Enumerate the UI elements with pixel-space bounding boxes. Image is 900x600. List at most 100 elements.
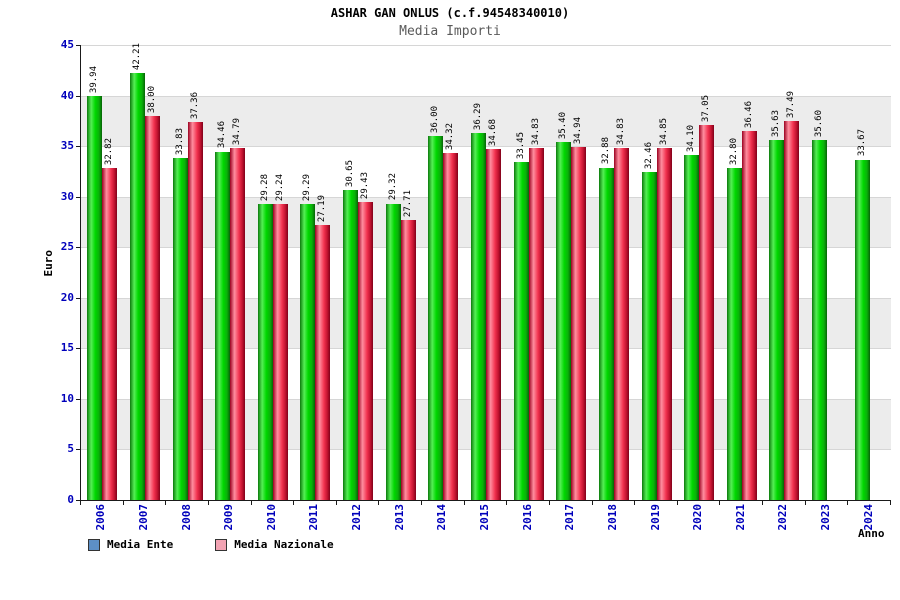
legend: Media Ente Media Nazionale [88, 538, 376, 551]
x-tick-label: 2020 [691, 504, 705, 531]
bar-value-label: 34.32 [445, 122, 456, 150]
y-tick-mark [76, 95, 80, 97]
y-tick-label: 40 [60, 88, 74, 102]
bar-value-label: 35.60 [814, 109, 825, 138]
bar-value-label: 32.46 [643, 141, 654, 169]
bar-value-label: 29.43 [360, 172, 371, 200]
x-tick-mark [591, 501, 593, 505]
y-tick-label: 25 [60, 240, 74, 254]
bar-value-label: 29.29 [302, 173, 313, 201]
bar-media-ente [385, 203, 401, 500]
x-tick-mark [634, 501, 636, 505]
plot-band [81, 45, 891, 96]
bar-value-label: 38.00 [146, 85, 157, 113]
bar-media-nazionale [699, 125, 715, 500]
bar-media-ente [343, 190, 359, 500]
y-tick-mark [76, 247, 80, 249]
x-tick-mark [804, 501, 806, 505]
bar-media-nazionale [443, 153, 459, 500]
x-tick-label: 2016 [520, 504, 534, 531]
x-tick-label: 2010 [264, 504, 278, 531]
bar-value-label: 34.83 [615, 117, 626, 145]
bar-media-nazionale [656, 147, 672, 500]
x-tick-label: 2017 [563, 504, 577, 531]
bar-media-ente [428, 136, 444, 500]
bar-media-nazionale [144, 115, 160, 500]
y-tick-mark [76, 500, 80, 501]
y-axis-title: Euro [42, 250, 55, 277]
bar-value-label: 34.94 [573, 116, 584, 144]
bar-media-ente [598, 167, 614, 500]
y-tick-mark [76, 449, 80, 451]
x-tick-label: 2018 [605, 504, 619, 531]
bar-value-label: 34.85 [658, 117, 669, 145]
bar-media-ente [854, 159, 870, 500]
bar-value-label: 29.28 [259, 173, 270, 201]
bar-media-ente [471, 133, 486, 500]
bar-media-nazionale [486, 149, 501, 500]
bar-value-label: 27.71 [402, 189, 413, 217]
x-tick-label: 2011 [307, 504, 321, 531]
bar-value-label: 34.68 [488, 119, 498, 147]
bar-media-ente [257, 203, 273, 500]
x-tick-label: 2023 [819, 504, 833, 531]
gridline [81, 45, 891, 46]
bar-value-label: 33.83 [174, 127, 185, 155]
x-tick-label: 2012 [350, 504, 364, 531]
bar-value-label: 39.94 [89, 66, 100, 94]
bar-media-ente [684, 155, 700, 500]
x-tick-label: 2024 [861, 504, 875, 531]
y-tick-label: 0 [67, 493, 74, 506]
x-tick-mark [890, 501, 891, 505]
y-tick-mark [76, 297, 80, 299]
bar-value-label: 29.32 [387, 173, 398, 201]
bar-media-ente [726, 168, 742, 500]
bar-value-label: 36.00 [430, 105, 441, 133]
bar-media-ente [300, 203, 316, 500]
bar-media-ente [556, 142, 572, 500]
bar-media-ente [129, 73, 145, 500]
x-tick-label: 2015 [478, 504, 491, 531]
bar-media-nazionale [528, 147, 544, 500]
x-tick-mark [378, 501, 380, 505]
x-tick-mark [762, 501, 764, 505]
x-tick-mark [463, 501, 465, 505]
x-tick-label: 2009 [222, 504, 236, 531]
bar-media-nazionale [272, 204, 288, 500]
y-tick-label: 30 [60, 189, 74, 203]
bar-media-nazionale [230, 148, 246, 500]
gridline [81, 95, 891, 97]
y-tick-label: 15 [60, 341, 74, 355]
bar-value-label: 34.83 [530, 117, 541, 145]
legend-swatch-media-nazionale [215, 538, 228, 551]
x-tick-mark [80, 501, 81, 505]
bar-value-label: 36.29 [473, 102, 483, 131]
legend-label-media-nazionale: Media Nazionale [234, 538, 334, 551]
bar-media-nazionale [315, 225, 331, 500]
bar-value-label: 35.40 [558, 111, 569, 140]
y-tick-label: 10 [60, 391, 74, 405]
x-tick-mark [293, 501, 295, 505]
plot-area: 39.94 32.82 42.21 38.00 33.83 37.36 34.46 34.79… [80, 43, 891, 501]
bar-media-nazionale [741, 131, 757, 500]
bar-media-nazionale [784, 120, 800, 500]
x-tick-label: 2022 [776, 504, 790, 531]
bar-value-label: 34.10 [686, 125, 697, 153]
bar-media-nazionale [400, 219, 416, 500]
y-tick-mark [76, 398, 80, 400]
bar-media-nazionale [102, 168, 118, 500]
bar-media-nazionale [613, 147, 629, 500]
bar-value-label: 35.63 [771, 109, 782, 137]
bar-media-ente [172, 157, 188, 500]
x-tick-label: 2008 [179, 504, 193, 531]
y-tick-mark [76, 348, 80, 350]
bar-media-ente [812, 140, 828, 500]
x-tick-mark [250, 501, 252, 505]
bar-value-label: 34.79 [232, 118, 243, 146]
x-tick-mark [421, 501, 423, 505]
bar-value-label: 37.05 [701, 95, 712, 123]
bar-value-label: 42.21 [131, 43, 142, 71]
x-tick-mark [122, 501, 124, 505]
bar-value-label: 37.49 [786, 90, 797, 118]
